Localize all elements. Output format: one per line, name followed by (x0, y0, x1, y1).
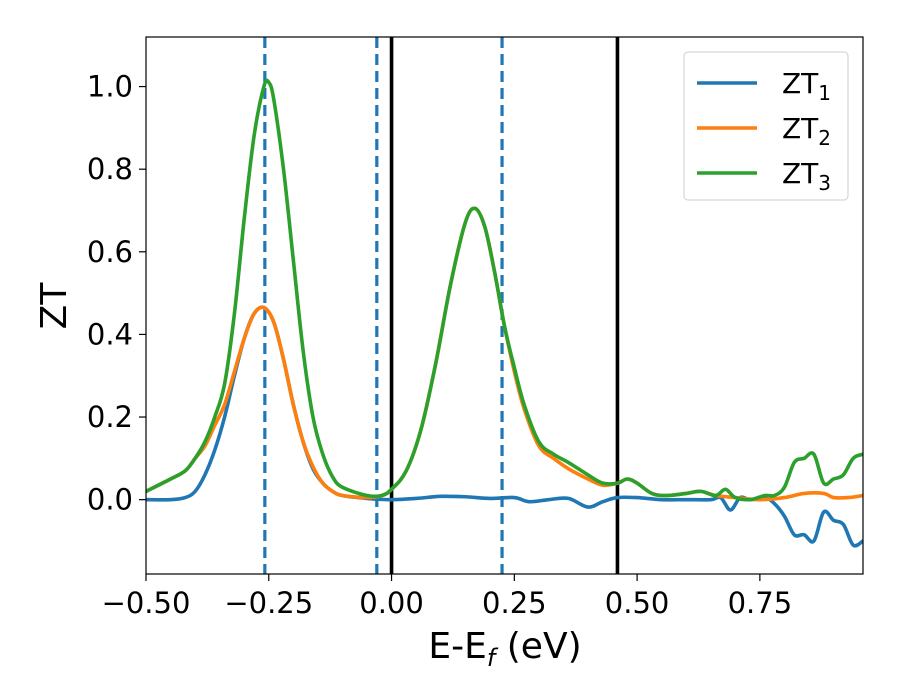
x-tick-label: 0.50 (605, 586, 670, 620)
y-tick-label: 0.0 (87, 483, 133, 517)
y-tick-label: 0.4 (87, 317, 133, 351)
vertical-reference-lines (263, 37, 620, 574)
x-tick-label: 0.75 (728, 586, 793, 620)
legend-label-zt3: ZT3 (782, 157, 831, 195)
x-axis-ticks: −0.50 −0.25 0.00 0.25 0.50 0.75 (102, 574, 793, 620)
legend-label-zt1: ZT1 (782, 67, 831, 105)
series-line-zt1 (146, 305, 863, 548)
legend-label-zt2: ZT2 (782, 112, 831, 150)
y-tick-label: 0.2 (87, 400, 133, 434)
x-tick-label: 0.00 (359, 586, 424, 620)
y-tick-label: 0.6 (87, 235, 133, 269)
series-line-zt3 (146, 78, 863, 502)
y-axis-ticks: 0.0 0.2 0.4 0.6 0.8 1.0 (87, 70, 146, 517)
series-line-zt2 (146, 206, 863, 502)
x-tick-label: 0.25 (482, 586, 547, 620)
y-axis-title: ZT (34, 282, 75, 330)
legend-box (683, 51, 849, 201)
x-axis-title: E-Ef (eV) (428, 626, 581, 672)
y-tick-label: 1.0 (87, 70, 133, 104)
x-tick-label: −0.25 (224, 586, 313, 620)
legend: ZT1 ZT2 ZT3 (683, 51, 849, 201)
x-tick-label: −0.50 (102, 586, 191, 620)
plot-frame (145, 36, 864, 575)
series-lines (146, 78, 863, 548)
y-tick-label: 0.8 (87, 152, 133, 186)
